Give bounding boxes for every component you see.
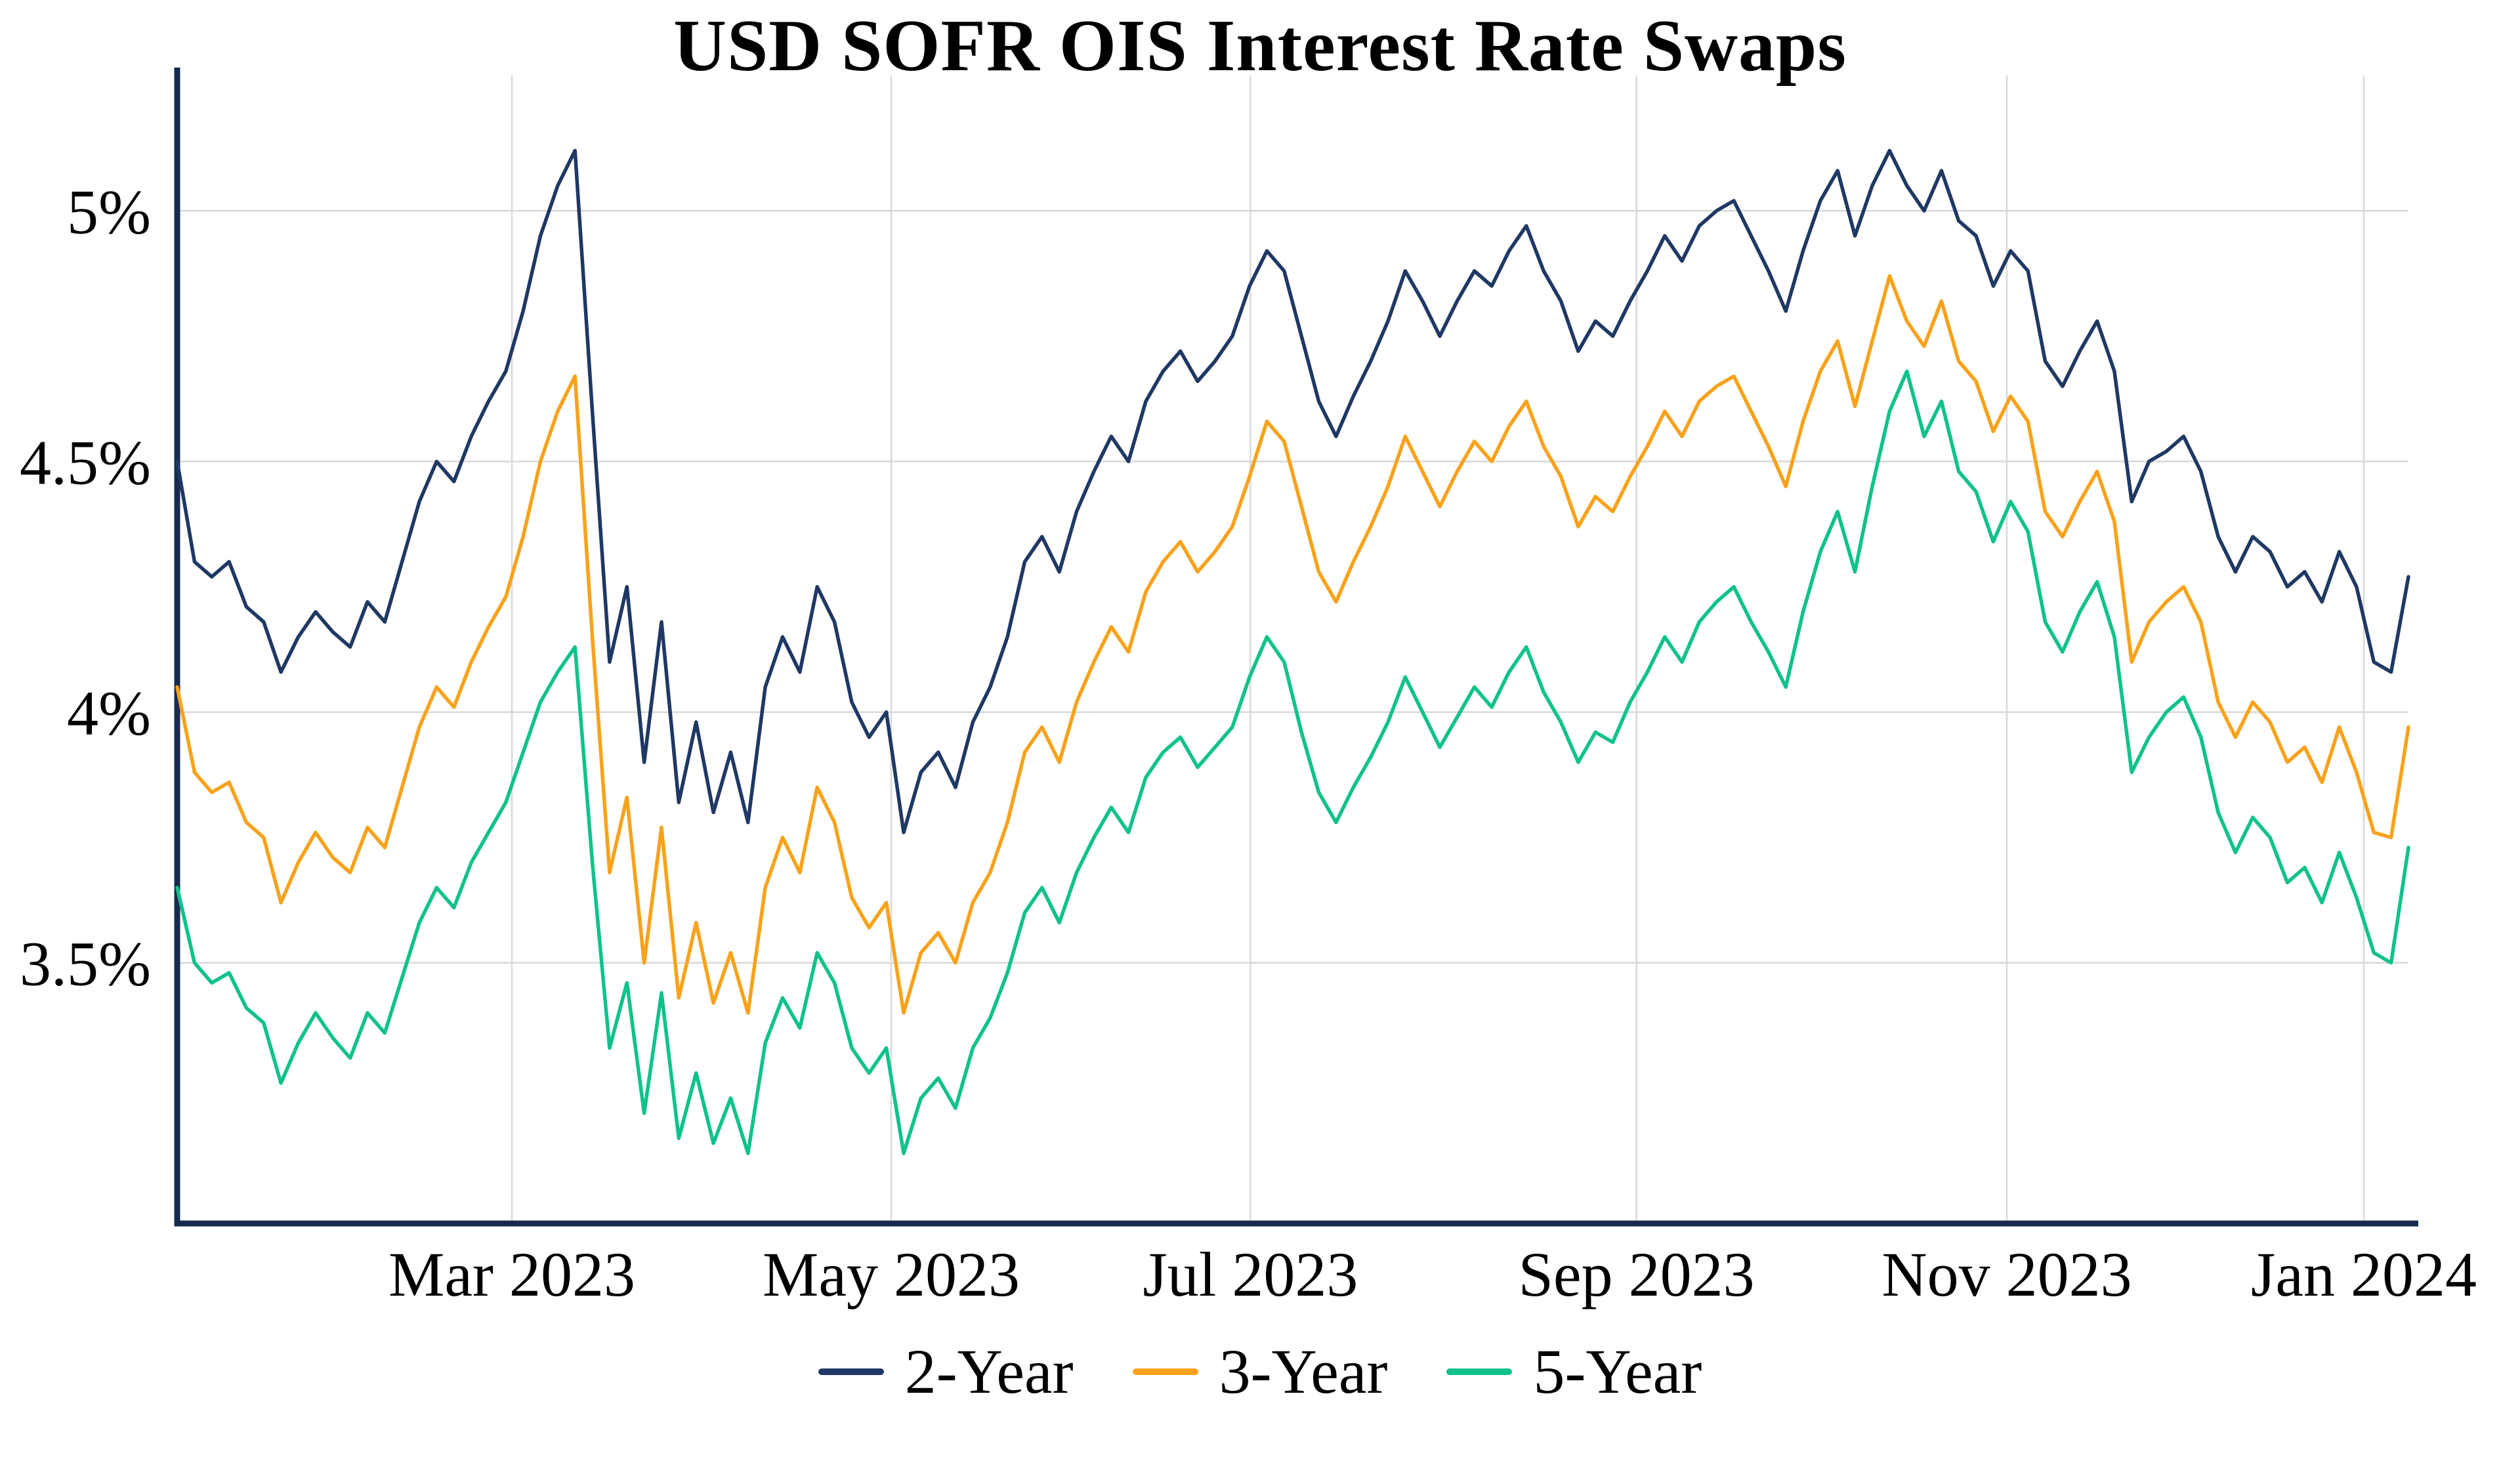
x-tick-label: Sep 2023 [1519,1239,1755,1309]
series-line-3-Year [175,274,2410,1015]
legend-item-5-year: 5-Year [1446,1335,1702,1408]
legend-item-3-year: 3-Year [1132,1335,1388,1408]
y-tick-label: 5% [67,176,151,247]
chart-title: USD SOFR OIS Interest Rate Swaps [673,5,1847,87]
x-tick-label: Mar 2023 [388,1239,635,1309]
y-tick-label: 4.5% [20,427,151,497]
legend-swatch-3-year [1132,1368,1198,1375]
legend: 2-Year 3-Year 5-Year [0,1335,2520,1408]
y-tick-label: 3.5% [20,929,151,999]
legend-label-3-year: 3-Year [1219,1336,1388,1407]
legend-label-5-year: 5-Year [1533,1336,1702,1407]
series-line-5-Year [175,369,2410,1155]
legend-swatch-2-year [818,1368,884,1375]
x-tick-label: Jul 2023 [1143,1239,1358,1309]
x-tick-label: May 2023 [763,1239,1020,1309]
y-tick-label: 4% [67,678,151,749]
legend-item-2-year: 2-Year [818,1335,1074,1408]
series-line-2-Year [175,148,2410,834]
x-tick-label: Jan 2024 [2251,1239,2477,1309]
x-tick-label: Nov 2023 [1881,1239,2132,1309]
legend-swatch-5-year [1446,1368,1513,1375]
legend-label-2-year: 2-Year [904,1336,1074,1407]
